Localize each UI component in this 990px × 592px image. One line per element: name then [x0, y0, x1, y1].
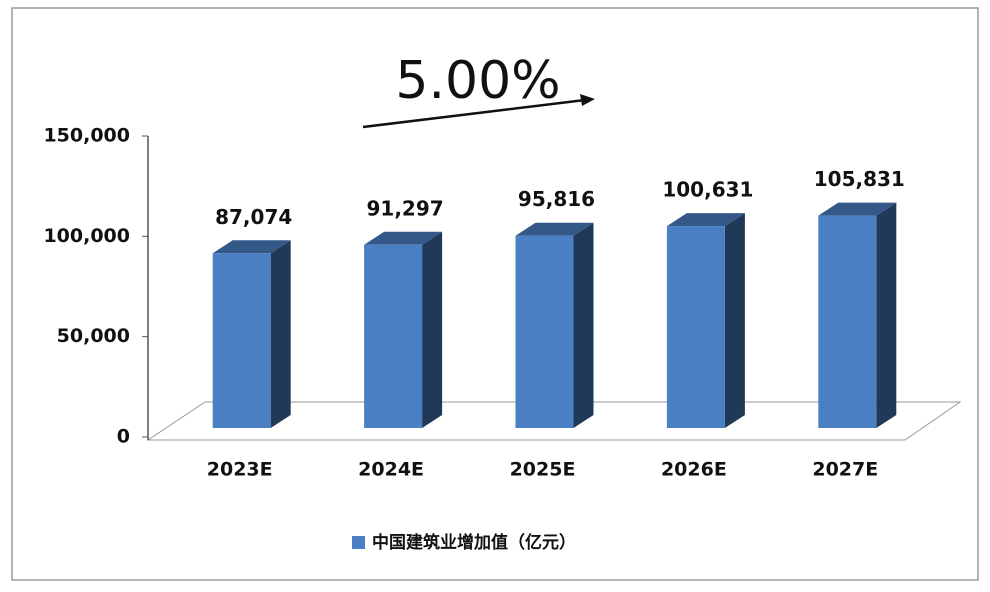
value-label: 100,631	[662, 178, 753, 202]
bar	[666, 226, 725, 428]
bar	[818, 215, 877, 428]
y-tick-label: 150,000	[43, 125, 130, 147]
annotation-arrowhead	[580, 94, 595, 106]
x-tick-label: 2027E	[812, 459, 878, 481]
y-tick-label: 50,000	[57, 325, 130, 347]
bar-side	[422, 231, 443, 428]
bar-top	[515, 222, 594, 236]
bar-side	[876, 202, 897, 428]
x-tick-label: 2024E	[358, 459, 424, 481]
y-tick-label: 100,000	[43, 225, 130, 247]
bar	[212, 253, 271, 428]
bar-top	[818, 202, 897, 216]
x-tick-label: 2025E	[510, 459, 576, 481]
bar-top	[364, 231, 443, 245]
y-tick-label: 0	[117, 426, 130, 448]
bar-top	[666, 213, 745, 227]
bar	[515, 235, 574, 428]
legend-swatch	[352, 536, 365, 549]
x-tick-label: 2023E	[207, 459, 273, 481]
annotation-arrow	[362, 98, 586, 129]
value-label: 87,074	[215, 205, 292, 229]
x-tick-label: 2026E	[661, 459, 727, 481]
bar-side	[724, 213, 745, 428]
value-label: 91,297	[367, 196, 444, 220]
legend: 中国建筑业增加值（亿元）	[352, 532, 576, 553]
bar-side	[573, 222, 594, 428]
value-label: 95,816	[518, 187, 595, 211]
chart-frame	[11, 7, 979, 581]
bar-side	[270, 240, 291, 428]
annotation: 5.00%	[395, 51, 560, 111]
value-label: 105,831	[814, 167, 905, 191]
bar	[364, 244, 423, 428]
bar-top	[212, 240, 291, 254]
legend-label: 中国建筑业增加值（亿元）	[372, 532, 576, 553]
